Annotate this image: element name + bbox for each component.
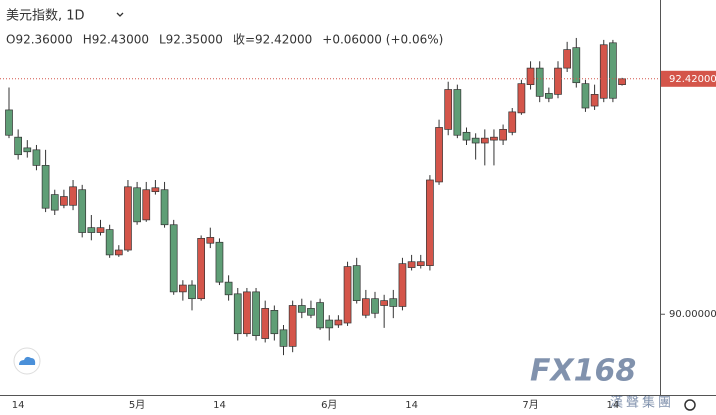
candle-body	[490, 136, 498, 141]
candle-body	[334, 319, 343, 326]
x-tick-label: 14	[405, 400, 418, 411]
candle-body	[23, 147, 32, 153]
candle-body	[243, 291, 251, 335]
candle-body	[517, 83, 526, 114]
candle-body	[371, 298, 379, 314]
watermark: FX168 漢聲集團	[530, 354, 674, 411]
candle-body	[435, 127, 443, 183]
candle-body	[270, 310, 279, 335]
candle-body	[224, 281, 233, 296]
candle-body	[499, 129, 507, 141]
candle-body	[69, 186, 77, 206]
ohlc-value: O92.36000	[6, 33, 73, 47]
candle-body	[362, 298, 370, 316]
candle-body	[398, 263, 407, 307]
candle-body	[279, 329, 288, 347]
candle-body	[380, 300, 388, 306]
candle-body	[416, 261, 425, 266]
candle-body	[5, 109, 13, 136]
candle-body	[389, 298, 398, 307]
candle-body	[563, 49, 572, 69]
candle-body	[316, 302, 324, 329]
candle-body	[297, 305, 306, 313]
candle-body	[599, 44, 608, 99]
candle-body	[609, 42, 617, 99]
settings-icon[interactable]	[684, 399, 696, 411]
candle-body	[32, 149, 41, 166]
candle-body	[105, 229, 114, 256]
title-chevron[interactable]	[116, 12, 124, 17]
price-label-box	[661, 70, 716, 87]
candle-body	[618, 78, 626, 85]
candle-body	[41, 165, 50, 209]
ohlc-value: 收=92.42000	[233, 33, 312, 47]
candle-body	[535, 67, 544, 97]
candle-body	[407, 261, 416, 268]
candle-body	[14, 136, 22, 156]
candle-body	[114, 249, 123, 256]
candle-body	[151, 187, 160, 193]
candle-body	[169, 224, 178, 293]
candle-body	[288, 305, 297, 347]
x-tick-label: 14	[12, 400, 25, 411]
candle-body	[471, 137, 480, 144]
candle-body	[307, 308, 315, 316]
candle-body	[444, 89, 453, 130]
candle-body	[78, 189, 87, 233]
candle-body	[188, 284, 196, 300]
candle-body	[60, 196, 68, 206]
ohlc-value: +0.06000 (+0.06%)	[322, 33, 443, 47]
watermark-logo: FX168	[530, 354, 636, 389]
ohlc-value: L92.35000	[159, 33, 223, 47]
candle-body	[215, 241, 224, 283]
x-tick-label: 5月	[129, 399, 145, 411]
candle-body	[160, 189, 169, 226]
candle-body	[544, 93, 553, 99]
cloud-icon	[19, 356, 36, 365]
x-tick-label: 14	[213, 400, 226, 411]
x-tick-label: 6月	[321, 399, 337, 411]
candle-body	[206, 237, 215, 244]
candle-body	[508, 111, 517, 133]
candle-body	[261, 308, 270, 339]
candle-body	[462, 131, 471, 141]
candle-body	[252, 291, 260, 337]
candle-body	[572, 47, 581, 84]
ohlc-header: O92.36000 H92.43000 L92.35000 收=92.42000 +0.…	[6, 33, 443, 47]
candle-body	[453, 89, 462, 136]
candle-body	[426, 179, 434, 266]
candle-body	[480, 137, 489, 144]
candle-body	[179, 284, 187, 293]
candle-body	[325, 319, 334, 329]
candle-body	[124, 186, 132, 251]
candle-body	[87, 227, 96, 233]
watermark-company: 漢聲集團	[610, 395, 674, 411]
candle-body	[50, 194, 59, 211]
chart-title: 美元指数, 1D	[6, 9, 85, 24]
candle-body	[142, 189, 151, 221]
candle-body	[526, 67, 535, 85]
candle-body	[352, 265, 361, 301]
ohlc-value: H92.43000	[83, 33, 149, 47]
candle-body	[581, 83, 590, 109]
candle-body	[554, 67, 562, 95]
x-tick-label: 7月	[522, 399, 538, 411]
x-tick-label: 14	[607, 400, 620, 411]
candle-body	[590, 94, 599, 107]
y-tick-label: 90.00000	[669, 309, 716, 320]
candle-body	[233, 293, 242, 335]
candle-body	[96, 227, 105, 233]
candle-body	[133, 187, 141, 223]
candle-body	[343, 266, 352, 324]
price-label: 92.42000	[669, 74, 716, 85]
candle-body	[197, 238, 205, 300]
